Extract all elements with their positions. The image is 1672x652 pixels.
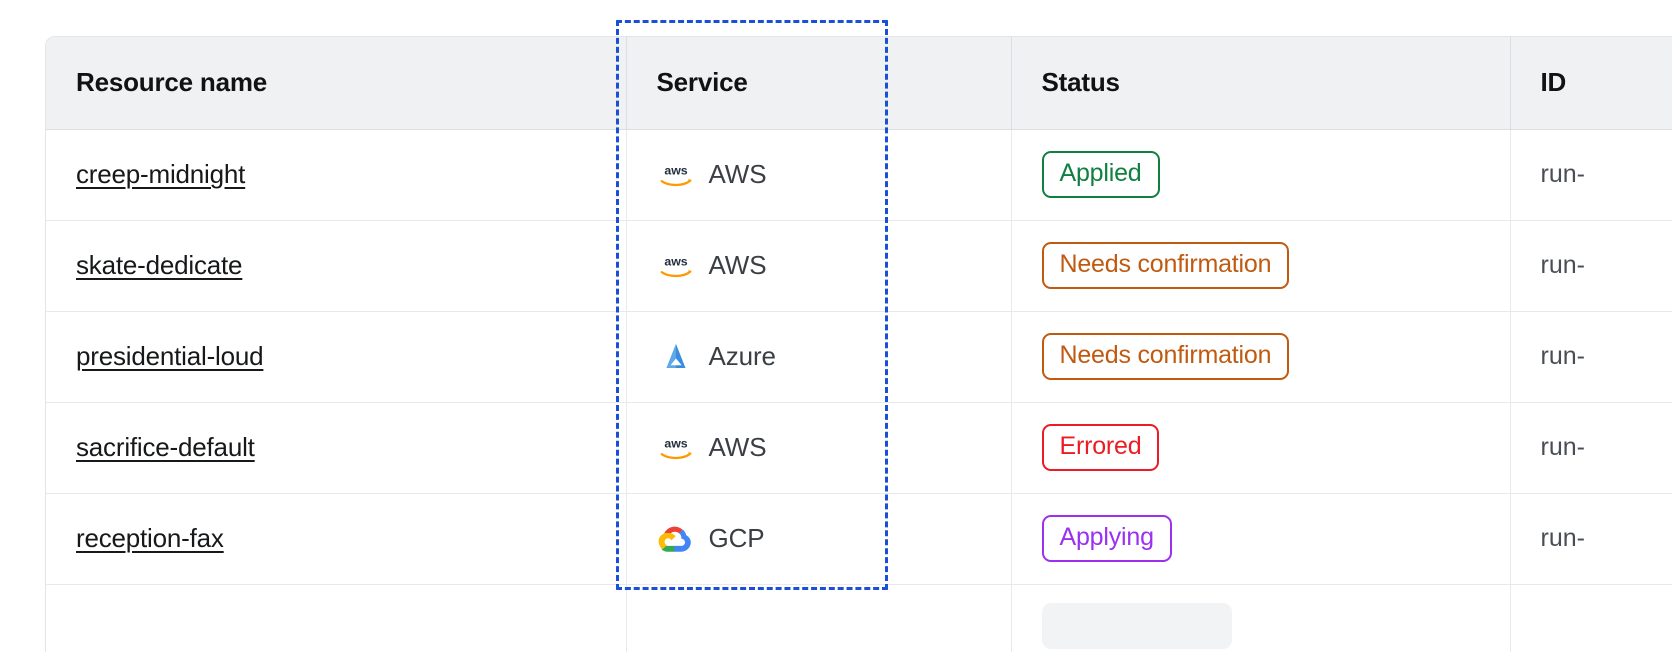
- table-row: presidential-loud Azure: [46, 311, 1672, 403]
- run-id-text: run-: [1540, 160, 1585, 188]
- aws-logo-icon: aws: [657, 247, 695, 285]
- service-label: GCP: [708, 523, 765, 553]
- table-header: Resource name Service Status ID: [46, 37, 1672, 130]
- service-label: AWS: [708, 159, 767, 189]
- status-badge: Errored: [1041, 424, 1160, 471]
- cell-resource-name: reception-fax: [46, 493, 627, 585]
- cell-service: aws AWS: [626, 220, 1012, 312]
- cell-service: [626, 584, 1012, 652]
- table-row: creep-midnight aws AWS: [46, 129, 1672, 221]
- cell-id: run-: [1510, 493, 1672, 585]
- status-badge: Applied: [1041, 151, 1160, 198]
- service-label: AWS: [708, 432, 767, 462]
- aws-logo-icon: aws: [657, 429, 695, 467]
- cell-status: Applying: [1011, 493, 1511, 585]
- cell-resource-name: creep-midnight: [46, 129, 627, 221]
- svg-text:aws: aws: [664, 437, 687, 451]
- svg-text:aws: aws: [664, 255, 687, 269]
- cell-service: aws AWS: [626, 402, 1012, 494]
- cell-resource-name: sacrifice-default: [46, 402, 627, 494]
- cell-id: run-: [1510, 311, 1672, 403]
- cell-resource-name: skate-dedicate: [46, 220, 627, 312]
- table-row: sacrifice-default aws AWS: [46, 402, 1672, 494]
- cell-resource-name: [46, 584, 627, 652]
- cell-resource-name: presidential-loud: [46, 311, 627, 403]
- cell-id: run-: [1510, 220, 1672, 312]
- azure-logo-icon: [657, 338, 695, 376]
- cell-service: GCP: [626, 493, 1012, 585]
- cell-service: aws AWS: [626, 129, 1012, 221]
- cell-id: run-: [1510, 402, 1672, 494]
- column-header-resource-name[interactable]: Resource name: [46, 37, 627, 130]
- cell-service: Azure: [626, 311, 1012, 403]
- column-header-status[interactable]: Status: [1011, 37, 1511, 130]
- svg-text:aws: aws: [664, 164, 687, 178]
- cell-id: run-: [1510, 129, 1672, 221]
- status-badge: [1041, 602, 1232, 649]
- cell-status: [1011, 584, 1511, 652]
- cell-status: Needs confirmation: [1011, 220, 1511, 312]
- status-badge: Needs confirmation: [1041, 333, 1290, 380]
- cell-id: [1510, 584, 1672, 652]
- column-header-service[interactable]: Service: [626, 37, 1012, 130]
- cell-status: Applied: [1011, 129, 1511, 221]
- run-id-text: run-: [1540, 251, 1585, 279]
- resource-name-link[interactable]: presidential-loud: [76, 341, 264, 371]
- resource-name-link[interactable]: skate-dedicate: [76, 250, 243, 280]
- column-header-id[interactable]: ID: [1510, 37, 1672, 130]
- status-badge: Applying: [1041, 515, 1172, 562]
- cell-status: Needs confirmation: [1011, 311, 1511, 403]
- resources-table: Resource name Service Status ID creep-mi…: [46, 37, 1672, 652]
- cell-status: Errored: [1011, 402, 1511, 494]
- table-header-row: Resource name Service Status ID: [46, 37, 1672, 130]
- resource-name-link[interactable]: reception-fax: [76, 523, 224, 553]
- gcp-logo-icon: [657, 520, 695, 558]
- resources-table-container: Resource name Service Status ID creep-mi…: [45, 36, 1672, 652]
- run-id-text: run-: [1540, 524, 1585, 552]
- table-row: reception-fax: [46, 493, 1672, 585]
- status-badge: Needs confirmation: [1041, 242, 1290, 289]
- aws-logo-icon: aws: [657, 156, 695, 194]
- table-row: skate-dedicate aws AWS: [46, 220, 1672, 312]
- table-body: creep-midnight aws AWS: [46, 129, 1672, 652]
- resource-name-link[interactable]: sacrifice-default: [76, 432, 255, 462]
- run-id-text: run-: [1540, 342, 1585, 370]
- table-row: [46, 584, 1672, 652]
- run-id-text: run-: [1540, 433, 1585, 461]
- service-label: Azure: [708, 341, 777, 371]
- service-label: AWS: [708, 250, 767, 280]
- resource-name-link[interactable]: creep-midnight: [76, 159, 246, 189]
